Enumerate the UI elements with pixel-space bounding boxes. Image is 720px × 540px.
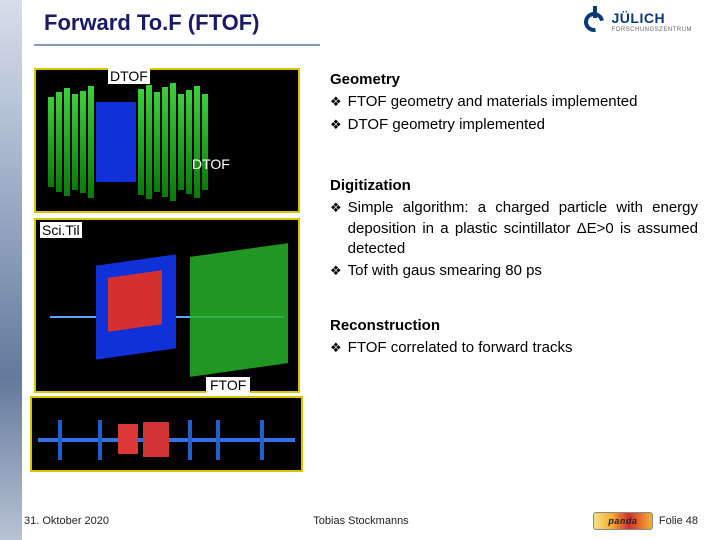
figure-dtof-3d: DTOF DTOF <box>34 68 300 213</box>
slide-root: Forward To.F (FTOF) JÜLICH FORSCHUNGSZEN… <box>0 0 720 540</box>
list-item: ❖ DTOF geometry implemented <box>330 115 698 135</box>
footer-date: 31. Oktober 2020 <box>24 515 109 527</box>
footer-author: Tobias Stockmanns <box>313 515 408 527</box>
block-geometry: Geometry ❖ FTOF geometry and materials im… <box>330 70 698 135</box>
block-digitization: Digitization ❖ Simple algorithm: a charge… <box>330 176 698 281</box>
figure-dtof-geometry <box>48 80 290 203</box>
figure-track-geometry <box>38 404 295 464</box>
list-item: ❖ Tof with gaus smearing 80 ps <box>330 261 698 281</box>
block-digitization-header: Digitization <box>330 176 698 196</box>
julich-logo: JÜLICH FORSCHUNGSZENTRUM <box>580 8 693 36</box>
julich-logo-mark <box>580 8 608 36</box>
julich-logo-name: JÜLICH <box>612 11 693 25</box>
figure-track-side <box>30 396 303 472</box>
bullet-icon: ❖ <box>330 115 342 135</box>
slide-title: Forward To.F (FTOF) <box>44 10 260 36</box>
figure-ftof-label: FTOF <box>206 377 250 393</box>
list-item-text: FTOF correlated to forward tracks <box>348 338 698 358</box>
figure-scitil: Sci.Til FTOF <box>34 218 300 393</box>
block-geometry-header: Geometry <box>330 70 698 90</box>
bullet-icon: ❖ <box>330 92 342 112</box>
julich-logo-sub: FORSCHUNGSZENTRUM <box>612 27 693 33</box>
list-item-text: Tof with gaus smearing 80 ps <box>348 261 698 281</box>
list-item-text: Simple algorithm: a charged particle wit… <box>348 198 698 259</box>
list-item-text: FTOF geometry and materials implemented <box>348 92 698 112</box>
left-accent <box>0 0 22 540</box>
figure-dtof-label-mid: DTOF <box>192 156 230 172</box>
bullet-icon: ❖ <box>330 261 342 281</box>
figure-scitil-geometry <box>50 234 284 377</box>
list-item-text: DTOF geometry implemented <box>348 115 698 135</box>
bullet-icon: ❖ <box>330 338 342 358</box>
julich-logo-text: JÜLICH FORSCHUNGSZENTRUM <box>612 11 693 33</box>
panda-logo: panda <box>593 512 653 530</box>
list-item: ❖ FTOF correlated to forward tracks <box>330 338 698 358</box>
title-underline <box>34 44 320 46</box>
block-reconstruction-header: Reconstruction <box>330 316 698 336</box>
list-item: ❖ FTOF geometry and materials implemented <box>330 92 698 112</box>
slide-footer: 31. Oktober 2020 Tobias Stockmanns panda… <box>24 512 698 530</box>
list-item: ❖ Simple algorithm: a charged particle wi… <box>330 198 698 259</box>
footer-page: Folie 48 <box>659 515 698 527</box>
block-reconstruction: Reconstruction ❖ FTOF correlated to forwa… <box>330 316 698 359</box>
bullet-icon: ❖ <box>330 198 342 218</box>
footer-right: panda Folie 48 <box>593 512 698 530</box>
